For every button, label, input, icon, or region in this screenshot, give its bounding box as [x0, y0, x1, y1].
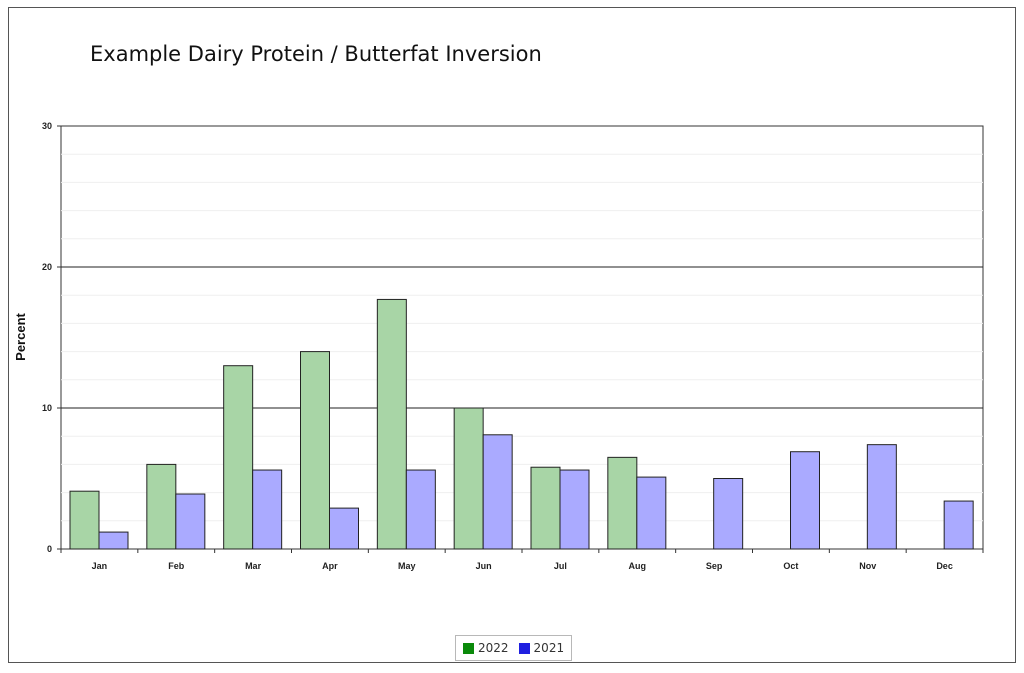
bar-2022-jul [530, 466, 561, 550]
x-tick-label-oct: Oct [783, 561, 798, 571]
minor-gridlines [61, 153, 983, 522]
x-tick-label-apr: Apr [322, 561, 338, 571]
y-tick-label: 0 [47, 544, 52, 554]
bar-2021-jan [98, 531, 129, 550]
legend-item-2021: 2021 [518, 641, 565, 655]
bar-2021-aug [636, 476, 667, 550]
y-tick-label: 10 [42, 403, 52, 413]
bar-2021-feb [175, 493, 206, 550]
bar-2021-may [405, 469, 436, 550]
bar-2022-mar [223, 365, 254, 550]
bar-series-group [69, 298, 974, 550]
bar-2021-sep [713, 478, 744, 550]
x-tick-label-jan: Jan [92, 561, 108, 571]
bar-2021-nov [866, 444, 897, 550]
bar-2022-jun [453, 407, 484, 550]
x-tick-label-dec: Dec [936, 561, 953, 571]
legend: 2022 2021 [455, 635, 573, 661]
x-tick-label-jun: Jun [476, 561, 492, 571]
bar-2021-dec [943, 500, 974, 550]
x-tick-label-sep: Sep [706, 561, 723, 571]
y-tick-label: 20 [42, 262, 52, 272]
legend-label-2022: 2022 [478, 641, 509, 655]
bar-2022-apr [300, 351, 330, 550]
x-axis: Jan Feb Mar Apr May Jun Jul Aug Sep Oct Nov Dec [60, 549, 984, 571]
y-axis-label: Percent [13, 312, 28, 360]
bar-2022-may [376, 298, 407, 550]
plot-area [60, 125, 984, 550]
bar-2021-apr [329, 507, 359, 550]
bar-2021-jun [482, 434, 513, 550]
major-gridlines [61, 266, 983, 409]
bar-2021-mar [252, 469, 283, 550]
y-tick-label: 30 [42, 121, 52, 131]
bar-2021-jul [559, 469, 590, 550]
bar-2022-feb [146, 463, 177, 550]
legend-swatch-2022 [463, 642, 474, 654]
x-tick-label-mar: Mar [245, 561, 262, 571]
y-axis: 0 10 20 30 [42, 121, 61, 554]
legend-item-2022: 2022 [463, 641, 509, 655]
legend-swatch-2021 [518, 642, 530, 654]
x-tick-label-feb: Feb [168, 561, 185, 571]
x-tick-label-nov: Nov [859, 561, 876, 571]
chart-title: Example Dairy Protein / Butterfat Invers… [90, 42, 542, 66]
legend-label-2021: 2021 [533, 641, 565, 655]
bar-2022-jan [69, 490, 100, 550]
x-tick-label-may: May [398, 561, 416, 571]
bar-2022-aug [607, 456, 638, 550]
x-tick-label-aug: Aug [629, 561, 647, 571]
x-tick-label-jul: Jul [554, 561, 567, 571]
bar-2021-oct [790, 451, 820, 550]
